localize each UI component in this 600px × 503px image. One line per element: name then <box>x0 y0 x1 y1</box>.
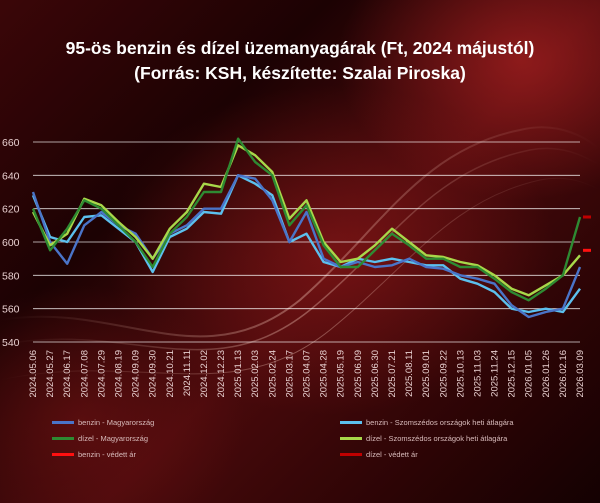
x-tick-label: 2024.10.21 <box>165 350 176 398</box>
x-tick-label: 2024.08.19 <box>113 350 124 398</box>
x-tick-label: 2025.09.01 <box>421 350 432 398</box>
y-tick-label: 600 <box>2 237 20 249</box>
y-tick-label: 540 <box>2 337 20 349</box>
x-tick-label: 2024.09.30 <box>148 350 159 398</box>
x-tick-label: 2024.11.11 <box>182 350 193 396</box>
chart-title-line1: 95-ös benzin és dízel üzemanyagárak (Ft,… <box>65 38 535 58</box>
x-tick-label: 2026.01.26 <box>541 350 552 398</box>
x-tick-label: 2025.06.09 <box>353 350 364 398</box>
x-tick-label: 2025.08.11 <box>404 350 415 397</box>
x-tick-label: 2026.03.09 <box>575 350 586 398</box>
x-tick-label: 2025.11.03 <box>472 350 483 397</box>
x-tick-label: 2024.12.02 <box>199 350 210 398</box>
x-tick-label: 2024.07.29 <box>96 350 107 398</box>
chart-title: 95-ös benzin és dízel üzemanyagárak (Ft,… <box>0 36 600 86</box>
series-line-dizel-neighbors <box>31 144 581 297</box>
x-tick-label: 2025.07.21 <box>387 350 398 398</box>
x-tick-label: 2024.12.23 <box>216 350 227 398</box>
y-tick-label: 640 <box>2 170 20 182</box>
x-tick-label: 2025.04.07 <box>302 350 313 398</box>
x-tick-label: 2025.03.17 <box>284 350 295 398</box>
series-line-benzin-neighbors <box>31 174 581 314</box>
x-tick-label: 2026.01.05 <box>524 350 535 398</box>
x-tick-label: 2025.11.24 <box>490 350 501 397</box>
x-tick-label: 2025.06.30 <box>370 350 381 398</box>
x-tick-label: 2024.09.09 <box>131 350 142 398</box>
x-tick-label: 2024.05.27 <box>45 350 56 398</box>
x-tick-label: 2025.12.15 <box>507 350 518 398</box>
series-line-dizel-hu <box>31 137 582 302</box>
y-tick-label: 620 <box>2 204 20 216</box>
y-tick-label: 660 <box>2 137 20 149</box>
x-tick-label: 2025.02.24 <box>267 350 278 398</box>
y-tick-label: 560 <box>2 304 20 316</box>
x-tick-label: 2024.06.17 <box>62 350 73 398</box>
x-tick-label: 2025.09.22 <box>438 350 449 398</box>
y-tick-label: 580 <box>2 270 20 282</box>
x-tick-label: 2025.04.28 <box>319 350 330 398</box>
chart-title-line2: (Forrás: KSH, készítette: Szalai Piroska… <box>134 63 466 83</box>
x-tick-label: 2025.01.13 <box>233 350 244 398</box>
x-tick-label: 2026.02.16 <box>558 350 569 398</box>
x-tick-label: 2025.10.13 <box>455 350 466 398</box>
x-tick-label: 2025.05.19 <box>336 350 347 398</box>
x-tick-label: 2024.05.06 <box>28 350 39 398</box>
x-tick-label: 2025.02.03 <box>250 350 261 398</box>
x-tick-label: 2024.07.08 <box>79 350 90 398</box>
background-wave <box>0 126 600 381</box>
